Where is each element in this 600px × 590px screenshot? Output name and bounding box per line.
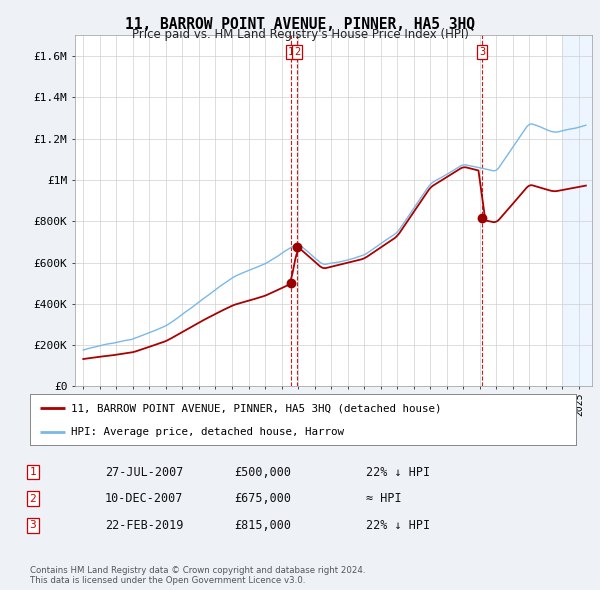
Point [478,214,487,223]
Text: Contains HM Land Registry data © Crown copyright and database right 2024.
This d: Contains HM Land Registry data © Crown c… [30,566,365,585]
Text: HPI: Average price, detached house, Harrow: HPI: Average price, detached house, Harr… [71,427,344,437]
Text: 1: 1 [29,467,37,477]
Text: 10-DEC-2007: 10-DEC-2007 [105,492,184,505]
Text: 11, BARROW POINT AVENUE, PINNER, HA5 3HQ: 11, BARROW POINT AVENUE, PINNER, HA5 3HQ [125,17,475,31]
Text: 2: 2 [29,494,37,503]
Text: 22% ↓ HPI: 22% ↓ HPI [366,466,430,478]
Text: 22-FEB-2019: 22-FEB-2019 [105,519,184,532]
Text: 2: 2 [294,47,300,57]
Text: 1: 1 [288,47,294,57]
Bar [562,35,592,386]
Text: Price paid vs. HM Land Registry's House Price Index (HPI): Price paid vs. HM Land Registry's House … [131,28,469,41]
Text: 11, BARROW POINT AVENUE, PINNER, HA5 3HQ (detached house): 11, BARROW POINT AVENUE, PINNER, HA5 3HQ… [71,403,442,413]
Text: 3: 3 [479,47,485,57]
Text: £675,000: £675,000 [234,492,291,505]
Point [286,278,296,288]
Text: 3: 3 [29,520,37,530]
Text: 27-JUL-2007: 27-JUL-2007 [105,466,184,478]
Text: 22% ↓ HPI: 22% ↓ HPI [366,519,430,532]
Text: £500,000: £500,000 [234,466,291,478]
Text: ≈ HPI: ≈ HPI [366,492,401,505]
Point [292,242,302,252]
Text: £815,000: £815,000 [234,519,291,532]
